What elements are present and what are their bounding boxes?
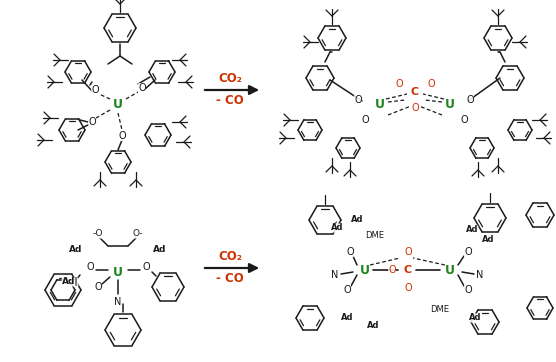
Text: CO₂: CO₂: [218, 249, 242, 262]
Text: Ad|: Ad|: [62, 278, 78, 286]
Text: O: O: [466, 95, 474, 105]
Text: O: O: [464, 285, 472, 295]
Text: U: U: [113, 265, 123, 278]
Text: O: O: [411, 103, 419, 113]
Text: - CO: - CO: [216, 93, 244, 106]
Text: Ad: Ad: [331, 223, 343, 232]
Text: N: N: [476, 270, 484, 280]
Text: O: O: [404, 283, 412, 293]
Text: Ad: Ad: [70, 245, 83, 254]
Text: Ad: Ad: [367, 320, 379, 329]
Text: C: C: [411, 87, 419, 97]
Text: C: C: [404, 265, 412, 275]
Text: U: U: [445, 264, 455, 277]
Text: U: U: [113, 98, 123, 111]
Text: O: O: [343, 285, 351, 295]
Text: O: O: [427, 79, 435, 89]
Text: O: O: [91, 85, 99, 95]
Text: - CO: - CO: [216, 272, 244, 285]
Text: -O: -O: [93, 230, 103, 239]
Text: O: O: [118, 131, 126, 141]
Text: Ad: Ad: [153, 245, 167, 254]
Text: U: U: [360, 264, 370, 277]
Text: O-: O-: [133, 230, 143, 239]
Text: O: O: [86, 262, 94, 272]
Text: O: O: [388, 265, 396, 275]
Text: O: O: [138, 83, 146, 93]
Text: O: O: [404, 247, 412, 257]
Text: O: O: [361, 115, 369, 125]
Text: Ad: Ad: [466, 226, 478, 235]
Text: Ad: Ad: [351, 215, 363, 224]
Text: O: O: [460, 115, 468, 125]
Text: U: U: [445, 98, 455, 111]
Text: DME: DME: [430, 306, 449, 315]
Text: Ad: Ad: [481, 236, 494, 244]
Text: N: N: [115, 297, 122, 307]
Text: O: O: [94, 282, 102, 292]
Text: O: O: [395, 79, 403, 89]
Text: Ad: Ad: [341, 313, 353, 323]
Text: O: O: [354, 95, 362, 105]
Text: Ad: Ad: [469, 313, 481, 323]
Text: O: O: [464, 247, 472, 257]
Text: N: N: [331, 270, 339, 280]
Text: U: U: [375, 98, 385, 111]
Text: DME: DME: [365, 231, 385, 240]
Text: O: O: [88, 117, 96, 127]
Text: O: O: [346, 247, 354, 257]
Text: O: O: [142, 262, 150, 272]
Text: CO₂: CO₂: [218, 72, 242, 84]
